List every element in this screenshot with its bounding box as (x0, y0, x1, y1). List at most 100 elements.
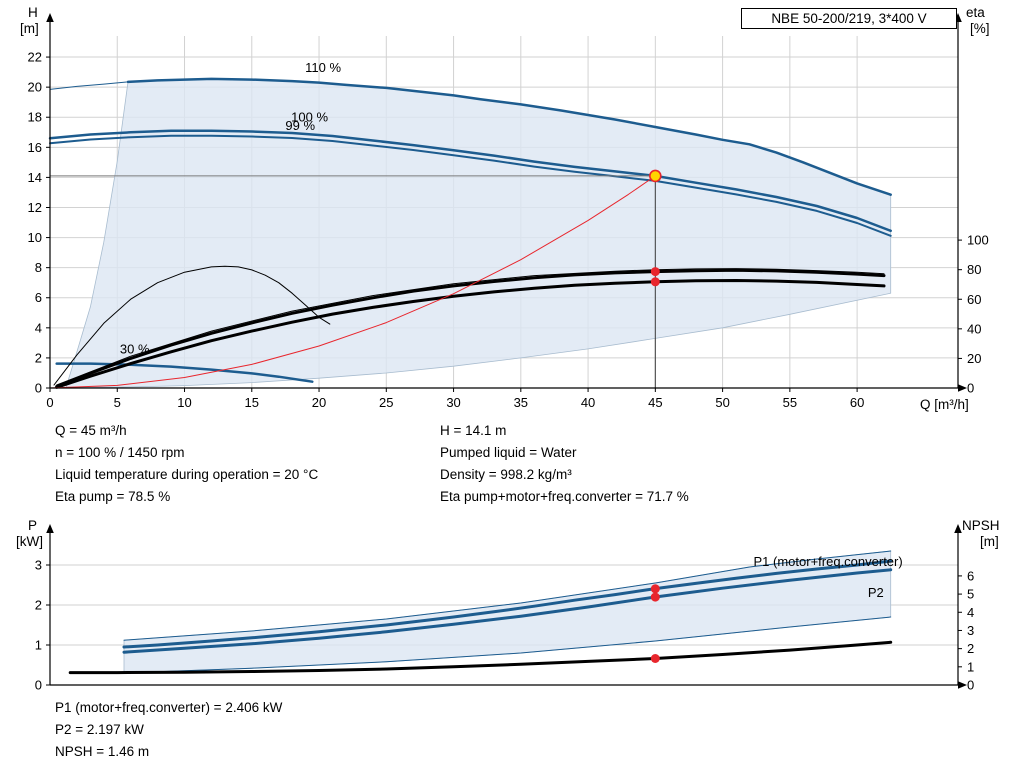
y-tick-label: 1 (35, 638, 42, 653)
x-tick-label: 60 (850, 395, 864, 410)
p1-curve (122, 559, 893, 649)
result-npsh: NPSH = 1.46 m (55, 744, 150, 759)
y-tick-label: 12 (28, 200, 42, 215)
npsh-point (650, 654, 660, 663)
p2-point (650, 592, 660, 602)
y-tick-label: 6 (35, 290, 42, 305)
y2-axis-arrow (954, 524, 962, 533)
y-tick-label: 18 (28, 110, 42, 125)
h-axis-unit: [m] (20, 21, 39, 36)
curve-100 (48, 129, 892, 233)
y-tick-label: 4 (35, 320, 42, 335)
y-axis-arrow (46, 524, 54, 533)
h-axis-title: H (28, 5, 38, 20)
y-tick-label: 8 (35, 260, 42, 275)
y2-tick-label: 6 (967, 568, 974, 583)
y2-tick-label: 5 (967, 587, 974, 602)
x-axis-arrow (958, 681, 967, 689)
y2-tick-label: 1 (967, 659, 974, 674)
y2-tick-label: 20 (967, 351, 981, 366)
y-tick-label: 0 (35, 381, 42, 396)
npsh-axis-title: NPSH (962, 518, 1000, 533)
eta-axis-title: eta (966, 5, 985, 20)
y2-tick-label: 80 (967, 262, 981, 277)
label-99pct: 99 % (285, 118, 315, 133)
label-p2: P2 (868, 585, 884, 600)
curve-110-thin (49, 81, 129, 90)
result-values: P1 (motor+freq.converter) = 2.406 kW P2 … (55, 700, 282, 766)
label-30pct: 30 % (120, 341, 150, 356)
y-tick-label: 2 (35, 598, 42, 613)
q-axis-title: Q [m³/h] (920, 397, 969, 412)
y-tick-label: 2 (35, 350, 42, 365)
band-bottom-thin (123, 616, 892, 674)
eta-axis-unit: [%] (970, 21, 990, 36)
condition-head: H = 14.1 m (440, 423, 507, 438)
eta-total-curve (55, 279, 886, 389)
y-tick-label: 0 (35, 678, 42, 693)
duty-point[interactable] (648, 169, 662, 183)
y-tick-label: 20 (28, 80, 42, 95)
condition-eta-pump: Eta pump = 78.5 % (55, 489, 171, 504)
y2-tick-label: 0 (967, 381, 974, 396)
label-100pct: 100 % (291, 110, 328, 125)
y-tick-label: 10 (28, 230, 42, 245)
y2-tick-label: 60 (967, 292, 981, 307)
y-tick-label: 16 (28, 140, 42, 155)
x-tick-label: 40 (581, 395, 595, 410)
condition-density: Density = 998.2 kg/m³ (440, 467, 572, 482)
power-chart-svg: 0 1 2 3 4 5 6 0 1 2 3 P1 (motor+freq.converter) P2 (35, 524, 974, 693)
x-tick-label: 20 (312, 395, 326, 410)
y2-tick-label: 40 (967, 321, 981, 336)
condition-speed: n = 100 % / 1450 rpm (55, 445, 185, 460)
y2-tick-label: 2 (967, 641, 974, 656)
condition-liquid: Pumped liquid = Water (440, 445, 577, 460)
condition-flow: Q = 45 m³/h (55, 423, 127, 438)
p-axis-title: P (28, 518, 38, 533)
operating-conditions-left: Q = 45 m³/h n = 100 % / 1450 rpm Liquid … (55, 423, 318, 511)
y-tick-label: 14 (28, 170, 42, 185)
x-tick-label: 35 (514, 395, 528, 410)
x-axis-arrow (958, 384, 967, 392)
pump-title-box: NBE 50-200/219, 3*400 V (741, 8, 957, 29)
eta-thin (56, 268, 885, 386)
eta-arc-thin (53, 265, 331, 386)
condition-temperature: Liquid temperature during operation = 20… (55, 467, 319, 482)
x-tick-label: 0 (46, 395, 53, 410)
power-envelope (123, 550, 892, 674)
band-top-thin (123, 550, 892, 641)
x-tick-label: 55 (783, 395, 797, 410)
hq-chart-svg: 0 20 40 60 80 100 0 2 4 6 8 10 12 14 16 18 20 22 0 5 10 15 20 2… (28, 13, 989, 410)
result-p1: P1 (motor+freq.converter) = 2.406 kW (55, 700, 283, 715)
p-axis-unit: [kW] (16, 534, 43, 549)
eta-total-point (650, 277, 660, 287)
x-tick-label: 30 (446, 395, 460, 410)
npsh-axis-unit: [m] (980, 534, 999, 549)
x-tick-label: 5 (114, 395, 121, 410)
x-tick-label: 50 (715, 395, 729, 410)
system-curve (49, 175, 656, 389)
p2-curve (122, 568, 893, 654)
x-tick-label: 25 (379, 395, 393, 410)
pump-title: NBE 50-200/219, 3*400 V (771, 11, 927, 26)
npsh-curve (68, 640, 893, 675)
curve-110 (126, 77, 892, 196)
curve-99 (49, 134, 892, 237)
y-tick-label: 22 (28, 50, 42, 65)
y2-tick-label: 4 (967, 605, 974, 620)
result-p2: P2 = 2.197 kW (55, 722, 144, 737)
x-tick-label: 15 (245, 395, 259, 410)
label-110pct: 110 % (305, 60, 341, 75)
y2-tick-label: 0 (967, 678, 974, 693)
x-tick-label: 45 (648, 395, 662, 410)
eta-pump-point (650, 267, 660, 277)
y2-tick-label: 100 (967, 233, 989, 248)
y2-tick-label: 3 (967, 623, 974, 638)
p1-point (650, 584, 660, 594)
label-p1: P1 (motor+freq.converter) (754, 554, 903, 569)
y-tick-label: 3 (35, 558, 42, 573)
condition-eta-total: Eta pump+motor+freq.converter = 71.7 % (440, 489, 689, 504)
x-tick-label: 10 (177, 395, 191, 410)
y-axis-arrow (46, 13, 54, 22)
